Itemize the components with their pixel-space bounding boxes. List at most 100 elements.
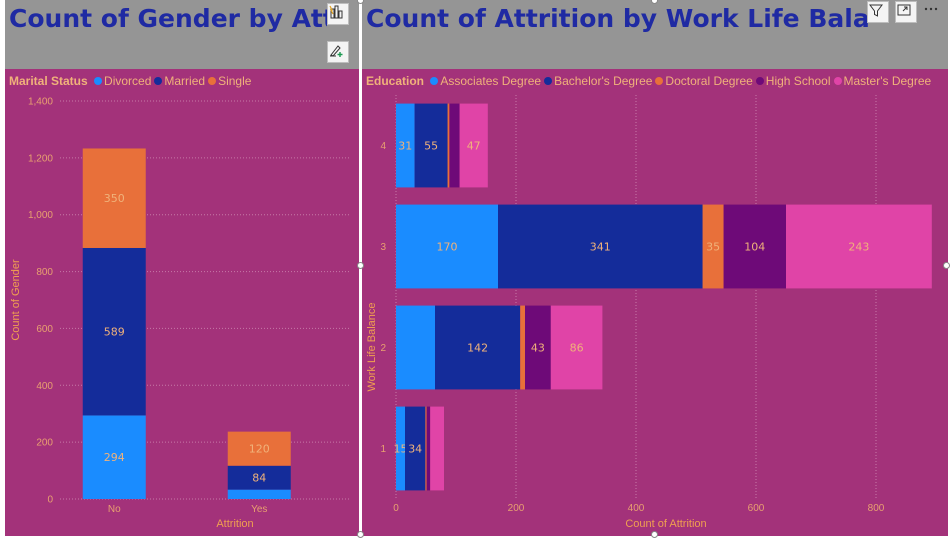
filter-icon[interactable] — [867, 1, 889, 23]
right-chart-title: Count of Attrition by Work Life Balance … — [366, 4, 871, 33]
bar-segment-4-associates-degree[interactable] — [396, 103, 415, 188]
left-legend-item-married[interactable]: Married — [154, 74, 205, 88]
data-label: 47 — [467, 140, 481, 153]
bar-segment-1-high-school[interactable] — [426, 406, 431, 491]
bar-segment-2-bachelor-s-degree[interactable] — [435, 305, 521, 390]
right-legend-item-high-school[interactable]: High School — [755, 74, 831, 88]
bar-segment-3-bachelor-s-degree[interactable] — [498, 204, 703, 289]
x-tick-label: 600 — [748, 503, 765, 514]
bar-segment-1-associates-degree[interactable] — [396, 406, 405, 491]
legend-dot-icon — [544, 77, 553, 85]
y-tick-label: 800 — [36, 267, 53, 278]
bar-segment-4-bachelor-s-degree[interactable] — [414, 103, 448, 188]
bar-segment-3-doctoral-degree[interactable] — [702, 204, 724, 289]
resize-handle-top-left[interactable] — [357, 0, 364, 4]
data-label: 350 — [104, 192, 125, 205]
x-axis-title: Attrition — [216, 518, 253, 530]
right-legend-title: Education — [366, 74, 425, 88]
y-tick-label: 400 — [36, 381, 53, 392]
legend-label: Doctoral Degree — [665, 74, 753, 88]
y-tick-label: 1,200 — [28, 153, 53, 164]
right-legend-item-master-s-degree[interactable]: Master's Degree — [833, 74, 931, 88]
data-label: 243 — [848, 241, 869, 254]
resize-handle-right[interactable] — [943, 262, 950, 269]
bar-segment-4-high-school[interactable] — [449, 103, 460, 188]
bar-segment-1-doctoral-degree[interactable] — [425, 406, 427, 491]
bar-segment-yes-divorced[interactable] — [227, 489, 291, 499]
data-label: 589 — [104, 326, 125, 339]
x-tick-label: 400 — [628, 503, 645, 514]
right-chart-legend: Education Associates Degree Bachelor's De… — [366, 74, 931, 88]
x-tick-label: No — [108, 504, 121, 515]
left-legend-title: Marital Status — [9, 74, 88, 88]
legend-dot-icon — [833, 77, 842, 85]
data-label: 104 — [744, 241, 765, 254]
resize-handle-top[interactable] — [651, 0, 658, 4]
legend-dot-icon — [208, 77, 217, 85]
bar-segment-4-doctoral-degree[interactable] — [447, 103, 450, 188]
left-legend-item-divorced[interactable]: Divorced — [94, 74, 151, 88]
bar-segment-2-doctoral-degree[interactable] — [520, 305, 525, 390]
bar-segment-2-high-school[interactable] — [525, 305, 551, 390]
x-tick-label: Yes — [251, 504, 267, 515]
right-legend-item-associates-degree[interactable]: Associates Degree — [430, 74, 541, 88]
data-label: 31 — [398, 140, 412, 153]
x-tick-label: 200 — [508, 503, 525, 514]
bar-segment-3-high-school[interactable] — [723, 204, 786, 289]
y-tick-label: 1,000 — [28, 210, 53, 221]
bar-segment-no-single[interactable] — [82, 148, 146, 248]
resize-handle-left[interactable] — [357, 262, 364, 269]
data-label: 294 — [104, 451, 125, 464]
focus-mode-icon[interactable] — [895, 1, 917, 23]
legend-dot-icon — [94, 77, 103, 85]
bar-segment-4-master-s-degree[interactable] — [459, 103, 488, 188]
bar-segment-3-master-s-degree[interactable] — [786, 204, 932, 289]
legend-label: Divorced — [104, 74, 152, 88]
y-tick-label: 4 — [380, 141, 386, 152]
y-axis-title: Count of Gender — [10, 259, 22, 341]
bar-segment-yes-single[interactable] — [227, 431, 291, 466]
right-legend-item-doctoral-degree[interactable]: Doctoral Degree — [655, 74, 753, 88]
x-axis-title: Count of Attrition — [625, 518, 706, 530]
data-label: 35 — [706, 241, 720, 254]
bar-segment-3-associates-degree[interactable] — [396, 204, 498, 289]
bar-segment-1-master-s-degree[interactable] — [430, 406, 444, 491]
legend-dot-icon — [655, 77, 664, 85]
data-label: 120 — [249, 443, 270, 456]
y-tick-label: 0 — [47, 495, 53, 506]
left-legend-item-single[interactable]: Single — [208, 74, 251, 88]
bar-segment-yes-married[interactable] — [227, 465, 291, 490]
bar-segment-2-associates-degree[interactable] — [396, 305, 435, 390]
bar-segment-no-divorced[interactable] — [82, 415, 146, 499]
visual-insights-icon[interactable] — [327, 3, 349, 25]
data-label: 15 — [394, 443, 408, 456]
y-tick-label: 600 — [36, 324, 53, 335]
y-tick-label: 3 — [380, 242, 386, 253]
bar-segment-1-bachelor-s-degree[interactable] — [405, 406, 426, 491]
right-legend-item-bachelor-s-degree[interactable]: Bachelor's Degree — [544, 74, 652, 88]
y-tick-label: 1,400 — [28, 97, 53, 108]
format-visual-icon[interactable] — [327, 41, 349, 63]
legend-dot-icon — [430, 77, 439, 85]
left-chart-panel[interactable]: Count of Gender by Attrition and Marital… — [5, 0, 359, 536]
y-axis-title: Work Life Balance — [366, 302, 378, 391]
legend-label: Single — [218, 74, 252, 88]
legend-label: Bachelor's Degree — [554, 74, 653, 88]
data-label: 84 — [252, 472, 266, 485]
resize-handle-bottom[interactable] — [651, 531, 658, 538]
data-label: 341 — [590, 241, 611, 254]
legend-label: Married — [164, 74, 206, 88]
data-label: 43 — [531, 342, 545, 355]
bar-segment-2-master-s-degree[interactable] — [550, 305, 603, 390]
more-options-icon[interactable] — [923, 1, 945, 23]
y-tick-label: 200 — [36, 438, 53, 449]
left-chart-legend: Marital Status Divorced Married Single — [9, 74, 251, 88]
data-label: 86 — [570, 342, 584, 355]
right-chart-panel[interactable]: Count of Attrition by Work Life Balance … — [362, 0, 948, 536]
right-chart-header: Count of Attrition by Work Life Balance … — [362, 0, 948, 69]
y-tick-label: 1 — [380, 444, 386, 455]
legend-label: High School — [765, 74, 831, 88]
bar-segment-no-married[interactable] — [82, 247, 146, 416]
resize-handle-bottom-left[interactable] — [357, 531, 364, 538]
